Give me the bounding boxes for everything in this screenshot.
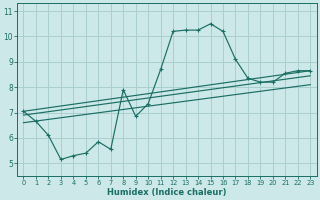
X-axis label: Humidex (Indice chaleur): Humidex (Indice chaleur) <box>107 188 227 197</box>
